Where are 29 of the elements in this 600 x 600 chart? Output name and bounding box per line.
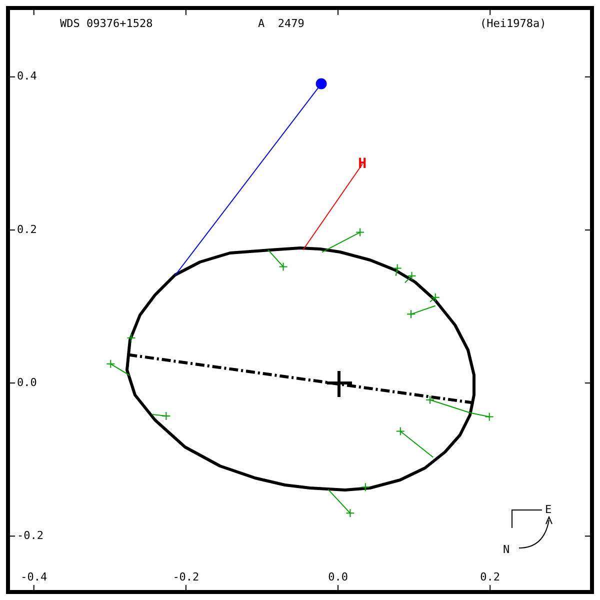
text: WDS 09376+1528 xyxy=(60,17,153,30)
point xyxy=(316,78,327,90)
x-tick-label: 0.2 xyxy=(480,570,500,584)
annotation: H xyxy=(358,156,367,172)
point xyxy=(106,359,116,368)
point xyxy=(430,292,440,302)
point xyxy=(356,228,365,237)
x-tick-label: 0.0 xyxy=(328,570,348,584)
point xyxy=(126,333,136,342)
y-tick-label: 0.4 xyxy=(17,70,38,83)
annotation: (Hei1978a) xyxy=(480,17,546,30)
annotation: N xyxy=(503,543,510,556)
point xyxy=(407,271,416,280)
point xyxy=(406,310,416,319)
x-tick-label: -0.2 xyxy=(172,570,200,584)
point xyxy=(484,412,494,422)
point xyxy=(278,262,288,272)
point xyxy=(162,411,171,420)
x-tick-label: -0.4 xyxy=(20,570,48,584)
point xyxy=(360,482,370,492)
point xyxy=(396,426,405,436)
point xyxy=(346,508,355,518)
y-tick-label: 0.0 xyxy=(17,376,37,389)
point xyxy=(426,395,435,404)
y-tick-label: 0.2 xyxy=(17,222,37,236)
y-tick-label: -0.2 xyxy=(17,528,44,542)
annotation: E xyxy=(545,503,552,516)
text: A 2479 xyxy=(258,17,304,30)
point xyxy=(392,264,402,273)
